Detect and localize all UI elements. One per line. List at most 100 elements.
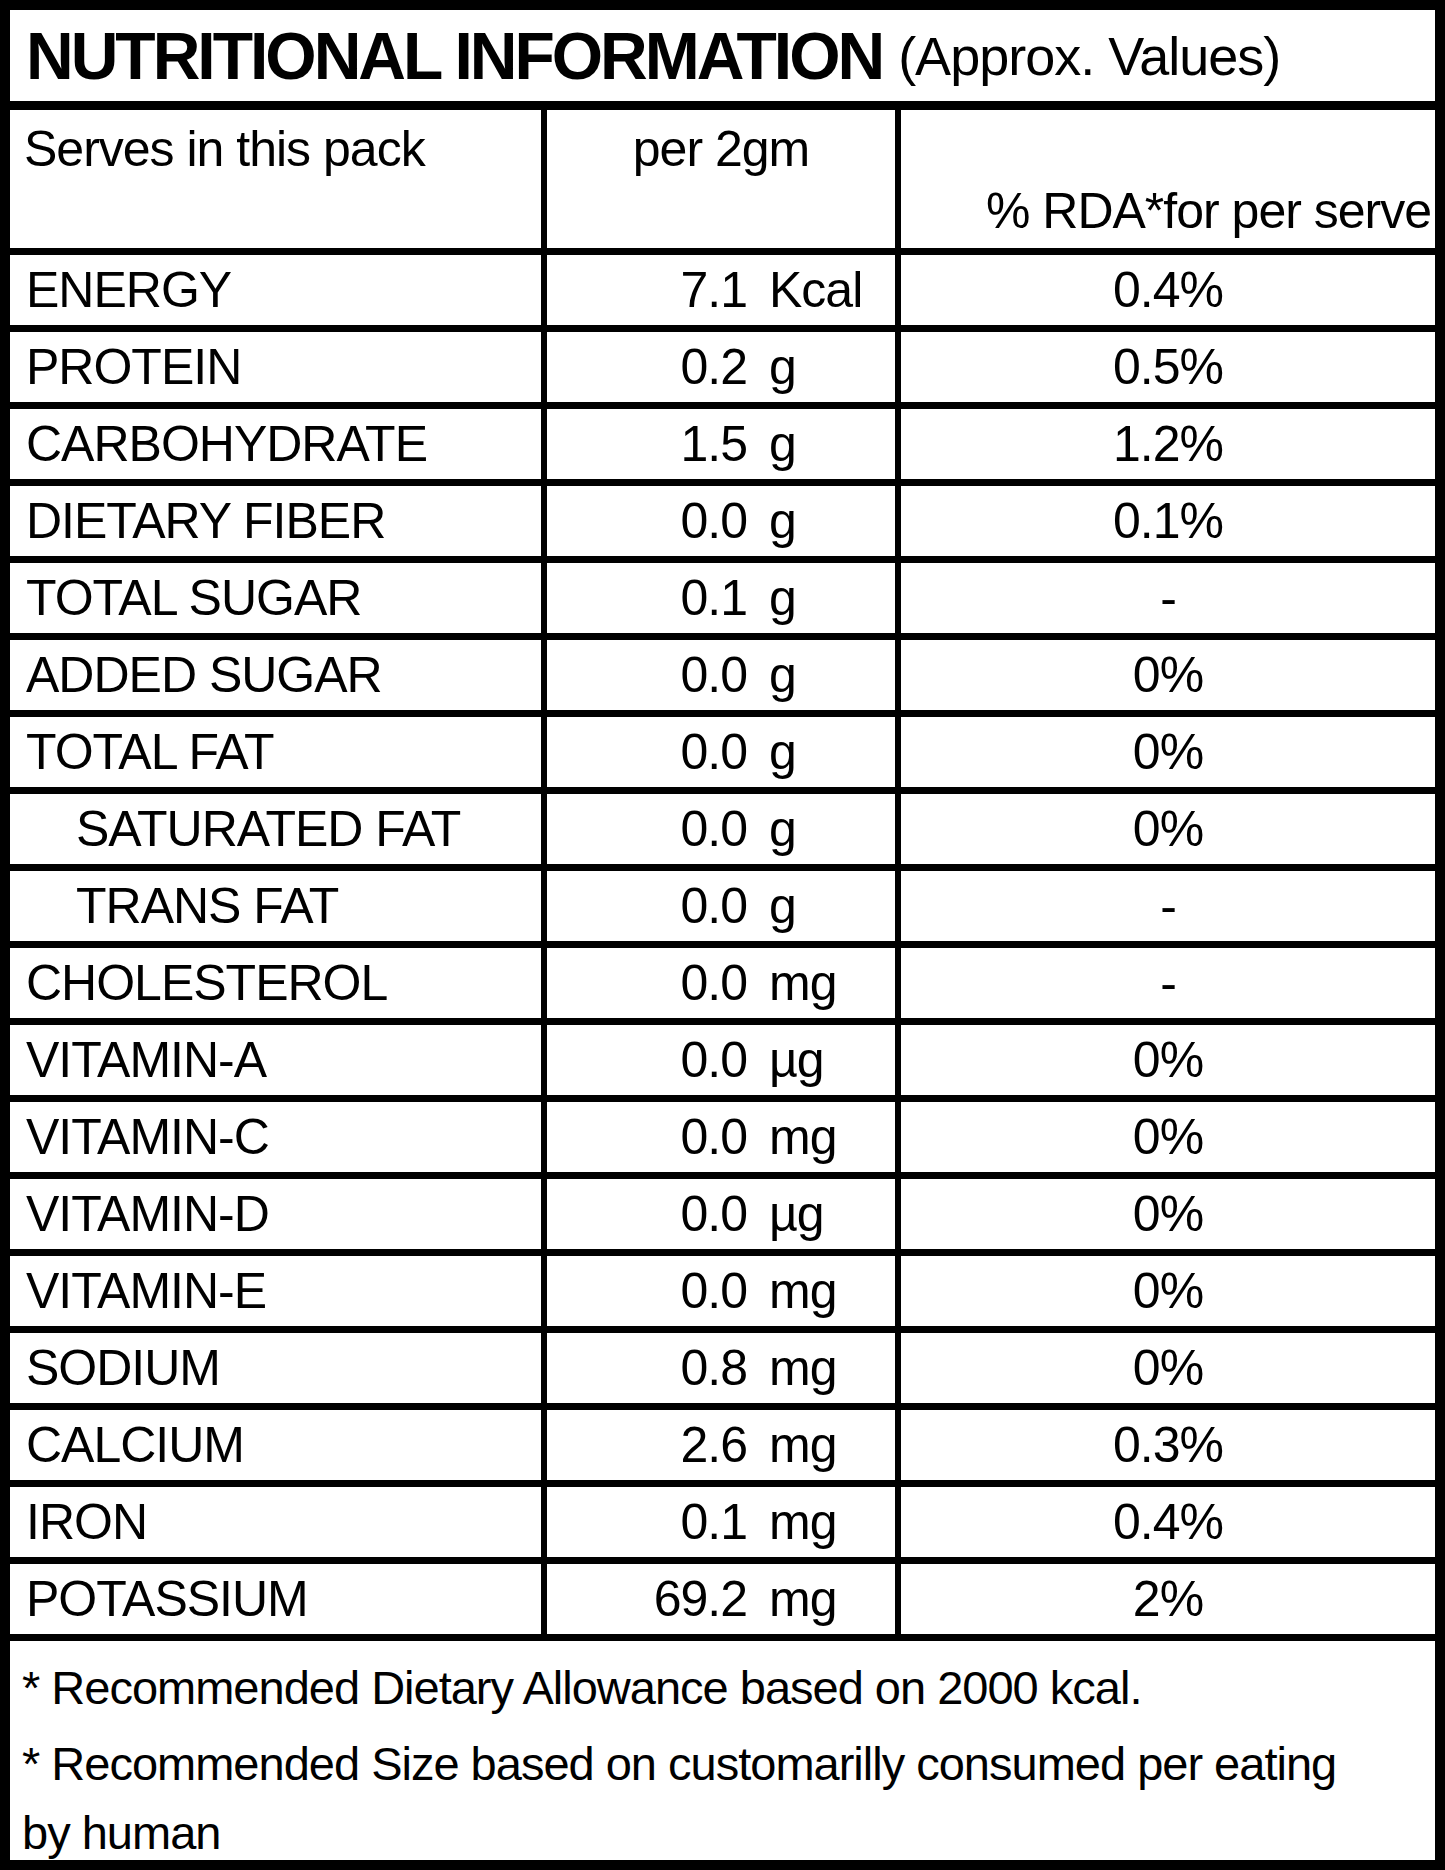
amount-unit: g bbox=[769, 723, 796, 781]
footnote-rda: * Recommended Dietary Allowance based on… bbox=[22, 1653, 1425, 1723]
table-row: POTASSIUM 69.2 mg 2% bbox=[10, 1564, 1435, 1641]
table-row: DIETARY FIBER 0.0 g 0.1% bbox=[10, 486, 1435, 563]
nutrient-label: CALCIUM bbox=[10, 1410, 547, 1480]
amount-unit: g bbox=[769, 800, 796, 858]
amount-cell: 0.1 g bbox=[547, 563, 901, 633]
amount-unit: g bbox=[769, 646, 796, 704]
nutrient-label: DIETARY FIBER bbox=[10, 486, 547, 556]
nutrient-label: IRON bbox=[10, 1487, 547, 1557]
amount-unit: mg bbox=[769, 1339, 836, 1397]
table-row: VITAMIN-C 0.0 mg 0% bbox=[10, 1102, 1435, 1179]
rda-value: 0.3% bbox=[901, 1410, 1435, 1480]
footnotes-section: * Recommended Dietary Allowance based on… bbox=[10, 1641, 1435, 1868]
rda-value: 0% bbox=[901, 1102, 1435, 1172]
amount-value: 0.0 bbox=[547, 646, 747, 704]
amount-cell: 0.0 g bbox=[547, 486, 901, 556]
rda-value: 2% bbox=[901, 1564, 1435, 1634]
rda-value: - bbox=[901, 563, 1435, 633]
amount-cell: 0.0 µg bbox=[547, 1025, 901, 1095]
nutrient-label: VITAMIN-D bbox=[10, 1179, 547, 1249]
amount-value: 0.2 bbox=[547, 338, 747, 396]
table-row: VITAMIN-E 0.0 mg 0% bbox=[10, 1256, 1435, 1333]
header-rda-per-serve: % RDA*for per serve bbox=[901, 110, 1435, 248]
amount-unit: mg bbox=[769, 1108, 836, 1166]
nutrient-label: ENERGY bbox=[10, 255, 547, 325]
table-row: CALCIUM 2.6 mg 0.3% bbox=[10, 1410, 1435, 1487]
amount-unit: Kcal bbox=[769, 261, 862, 319]
amount-cell: 0.0 g bbox=[547, 871, 901, 941]
table-header-row: Serves in this pack per 2gm % RDA*for pe… bbox=[10, 110, 1435, 255]
amount-cell: 0.0 g bbox=[547, 640, 901, 710]
table-row: IRON 0.1 mg 0.4% bbox=[10, 1487, 1435, 1564]
rda-value: 0.5% bbox=[901, 332, 1435, 402]
amount-cell: 0.0 g bbox=[547, 717, 901, 787]
amount-cell: 0.0 mg bbox=[547, 1102, 901, 1172]
amount-value: 0.0 bbox=[547, 1108, 747, 1166]
rda-value: 0.4% bbox=[901, 255, 1435, 325]
amount-cell: 7.1 Kcal bbox=[547, 255, 901, 325]
nutrient-label: TOTAL FAT bbox=[10, 717, 547, 787]
amount-cell: 1.5 g bbox=[547, 409, 901, 479]
amount-value: 1.5 bbox=[547, 415, 747, 473]
title-row: NUTRITIONAL INFORMATION (Approx. Values) bbox=[10, 10, 1435, 110]
table-row: SODIUM 0.8 mg 0% bbox=[10, 1333, 1435, 1410]
rda-value: 0.4% bbox=[901, 1487, 1435, 1557]
amount-unit: mg bbox=[769, 1493, 836, 1551]
table-body: ENERGY 7.1 Kcal 0.4% PROTEIN 0.2 g 0.5% … bbox=[10, 255, 1435, 1641]
nutrient-label: SODIUM bbox=[10, 1333, 547, 1403]
amount-unit: g bbox=[769, 338, 796, 396]
amount-cell: 2.6 mg bbox=[547, 1410, 901, 1480]
amount-cell: 69.2 mg bbox=[547, 1564, 901, 1634]
table-row: TOTAL SUGAR 0.1 g - bbox=[10, 563, 1435, 640]
amount-cell: 0.0 g bbox=[547, 794, 901, 864]
amount-value: 0.0 bbox=[547, 492, 747, 550]
nutrient-label: VITAMIN-E bbox=[10, 1256, 547, 1326]
table-row: VITAMIN-D 0.0 µg 0% bbox=[10, 1179, 1435, 1256]
footnote-size: * Recommended Size based on customarilly… bbox=[22, 1729, 1425, 1868]
nutrient-label: VITAMIN-C bbox=[10, 1102, 547, 1172]
nutrition-facts-table: NUTRITIONAL INFORMATION (Approx. Values)… bbox=[0, 0, 1445, 1870]
amount-value: 7.1 bbox=[547, 261, 747, 319]
nutrient-label: POTASSIUM bbox=[10, 1564, 547, 1634]
amount-value: 0.1 bbox=[547, 1493, 747, 1551]
rda-value: - bbox=[901, 948, 1435, 1018]
amount-unit: µg bbox=[769, 1031, 824, 1089]
rda-value: - bbox=[901, 871, 1435, 941]
table-row: VITAMIN-A 0.0 µg 0% bbox=[10, 1025, 1435, 1102]
rda-value: 0% bbox=[901, 794, 1435, 864]
amount-cell: 0.2 g bbox=[547, 332, 901, 402]
amount-cell: 0.0 mg bbox=[547, 1256, 901, 1326]
table-row: PROTEIN 0.2 g 0.5% bbox=[10, 332, 1435, 409]
nutrient-label: ADDED SUGAR bbox=[10, 640, 547, 710]
rda-value: 0% bbox=[901, 1025, 1435, 1095]
amount-cell: 0.1 mg bbox=[547, 1487, 901, 1557]
amount-unit: g bbox=[769, 415, 796, 473]
rda-value: 0% bbox=[901, 640, 1435, 710]
amount-value: 0.1 bbox=[547, 569, 747, 627]
amount-value: 0.0 bbox=[547, 1262, 747, 1320]
rda-value: 1.2% bbox=[901, 409, 1435, 479]
amount-value: 69.2 bbox=[547, 1570, 747, 1628]
rda-value: 0% bbox=[901, 1179, 1435, 1249]
amount-cell: 0.8 mg bbox=[547, 1333, 901, 1403]
amount-cell: 0.0 mg bbox=[547, 948, 901, 1018]
amount-cell: 0.0 µg bbox=[547, 1179, 901, 1249]
table-row: ADDED SUGAR 0.0 g 0% bbox=[10, 640, 1435, 717]
nutrient-label: CHOLESTEROL bbox=[10, 948, 547, 1018]
table-row: SATURATED FAT 0.0 g 0% bbox=[10, 794, 1435, 871]
nutrient-label: VITAMIN-A bbox=[10, 1025, 547, 1095]
amount-value: 0.0 bbox=[547, 1185, 747, 1243]
header-serves-in-pack: Serves in this pack bbox=[10, 110, 547, 248]
amount-value: 0.0 bbox=[547, 800, 747, 858]
amount-unit: mg bbox=[769, 1262, 836, 1320]
amount-unit: µg bbox=[769, 1185, 824, 1243]
amount-value: 0.0 bbox=[547, 954, 747, 1012]
amount-unit: g bbox=[769, 877, 796, 935]
table-row: CARBOHYDRATE 1.5 g 1.2% bbox=[10, 409, 1435, 486]
page-title: NUTRITIONAL INFORMATION bbox=[26, 18, 882, 94]
amount-value: 2.6 bbox=[547, 1416, 747, 1474]
nutrient-label: SATURATED FAT bbox=[10, 794, 547, 864]
table-row: ENERGY 7.1 Kcal 0.4% bbox=[10, 255, 1435, 332]
amount-value: 0.8 bbox=[547, 1339, 747, 1397]
nutrient-label: TOTAL SUGAR bbox=[10, 563, 547, 633]
